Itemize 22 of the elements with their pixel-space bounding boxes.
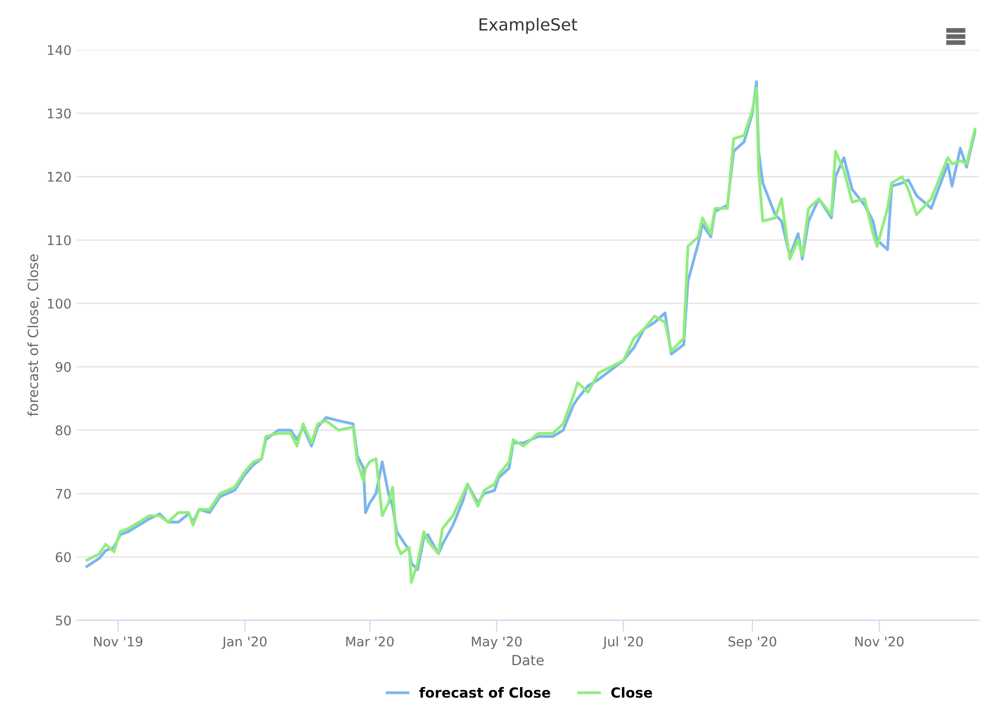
x-axis-title: Date <box>512 655 544 666</box>
legend-label: forecast of Close <box>419 687 550 698</box>
x-tick-label: Nov '19 <box>94 636 142 646</box>
y-axis-title: forecast of Close, Close <box>27 254 40 416</box>
y-tick-label: 110 <box>48 235 71 246</box>
chart-title: ExampleSet <box>480 18 578 34</box>
y-tick-label: 130 <box>48 108 71 118</box>
legend-label: Close <box>611 687 652 698</box>
x-tick-label: Mar '20 <box>346 636 394 646</box>
y-tick-label: 120 <box>48 172 71 182</box>
x-tick-label: Jan '20 <box>222 636 267 649</box>
y-tick-label: 70 <box>56 488 71 499</box>
y-tick-label: 90 <box>56 362 71 372</box>
x-tick-label: May '20 <box>472 636 522 650</box>
y-tick-label: 100 <box>48 298 71 309</box>
y-tick-label: 60 <box>56 552 71 562</box>
x-tick-label: Jul '20 <box>602 636 643 649</box>
y-tick-label: 80 <box>56 425 71 436</box>
x-tick-label: Sep '20 <box>728 636 776 650</box>
x-tick-label: Nov '20 <box>855 636 904 646</box>
y-tick-label: 50 <box>56 616 71 626</box>
y-tick-label: 140 <box>48 45 71 56</box>
